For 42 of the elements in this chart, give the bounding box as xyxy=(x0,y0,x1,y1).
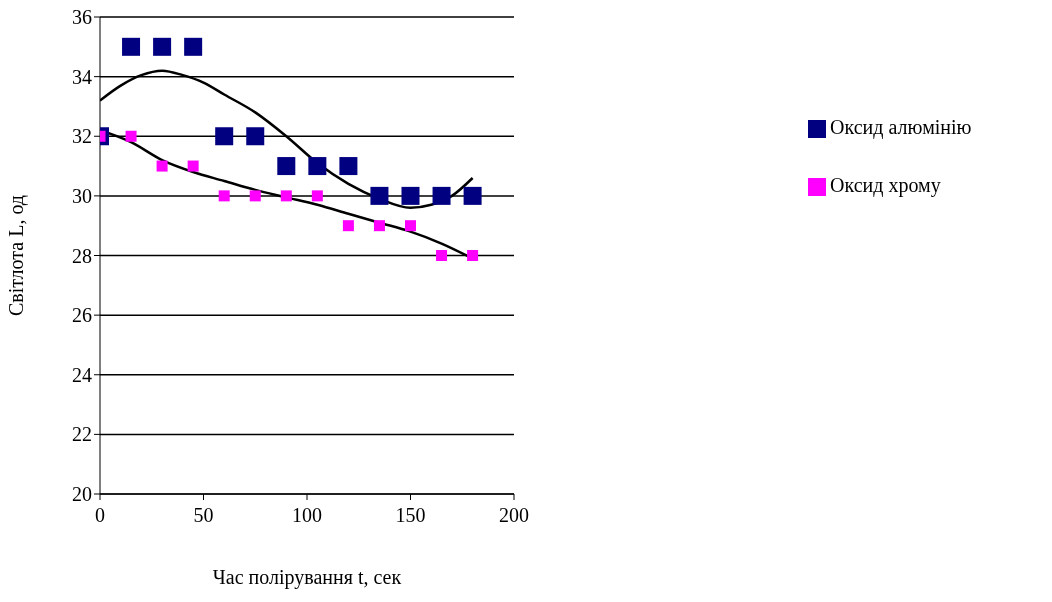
point xyxy=(249,190,261,202)
point xyxy=(311,190,323,202)
y-tick-label: 30 xyxy=(72,184,92,207)
point xyxy=(342,220,354,232)
point xyxy=(308,157,327,176)
y-tick-label: 24 xyxy=(72,363,92,386)
x-tick-label: 50 xyxy=(193,504,214,527)
y-tick-label: 34 xyxy=(72,65,92,88)
point xyxy=(463,186,482,205)
point xyxy=(218,190,230,202)
y-tick-label: 36 xyxy=(72,6,92,29)
legend-label: Оксид хрому xyxy=(830,174,941,196)
point xyxy=(215,127,234,146)
y-tick-label: 20 xyxy=(72,483,92,506)
point xyxy=(153,37,172,56)
y-tick-label: 28 xyxy=(72,244,92,267)
point xyxy=(277,157,296,176)
point xyxy=(246,127,265,146)
x-axis-title: Час полірування t, сек xyxy=(212,566,402,589)
x-tick-label: 100 xyxy=(292,504,322,527)
x-tick-label: 0 xyxy=(95,504,105,527)
point xyxy=(370,186,389,205)
point xyxy=(125,130,137,142)
y-axis-title: Світлота L, од xyxy=(5,195,29,316)
point xyxy=(156,160,168,172)
point xyxy=(373,220,385,232)
point xyxy=(184,37,203,56)
point xyxy=(432,186,451,205)
legend-label: Оксид алюмінію xyxy=(830,116,972,138)
point xyxy=(122,37,141,56)
point xyxy=(401,186,420,205)
y-tick-label: 32 xyxy=(72,125,92,148)
point xyxy=(339,157,358,176)
point xyxy=(280,190,292,202)
point xyxy=(187,160,199,172)
point xyxy=(436,250,448,261)
y-tick-label: 22 xyxy=(72,423,92,446)
x-tick-label: 200 xyxy=(499,504,529,527)
x-tick-label: 150 xyxy=(395,504,426,527)
point xyxy=(405,220,416,232)
point xyxy=(467,250,479,261)
y-tick-label: 26 xyxy=(72,304,92,327)
